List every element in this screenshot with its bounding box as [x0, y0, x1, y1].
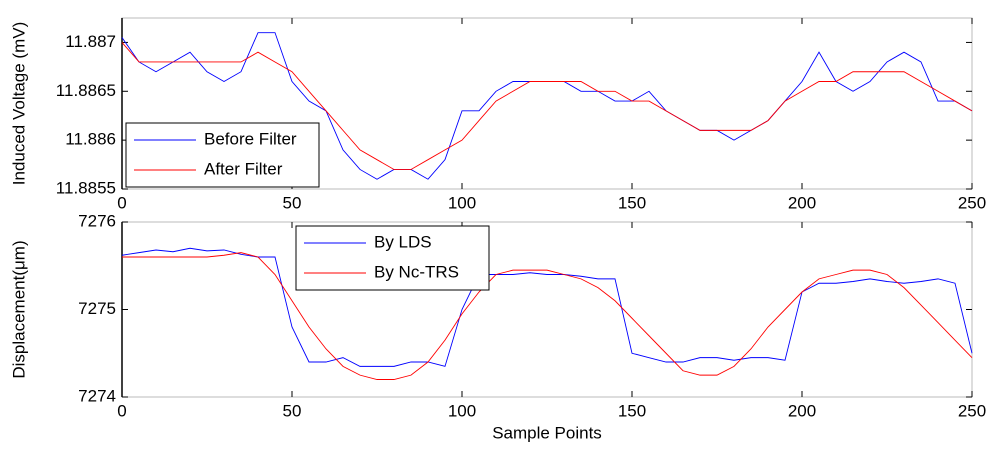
y-tick-label: 11.8865 — [56, 81, 116, 100]
data-line — [121, 247, 973, 367]
y-tick-label: 7276 — [78, 211, 116, 230]
x-tick-label: 50 — [283, 193, 302, 212]
legend-label: After Filter — [204, 159, 283, 178]
legend-label: By LDS — [374, 232, 432, 251]
y-axis-label: Induced Voltage (mV) — [9, 22, 28, 185]
y-tick-label: 11.8855 — [56, 178, 116, 197]
y-axis-label: Displacement(μm) — [9, 240, 28, 378]
x-tick-label: 250 — [958, 401, 986, 420]
x-tick-label: 150 — [618, 193, 646, 212]
data-line — [121, 42, 973, 170]
legend: By LDS By Nc-TRS — [295, 225, 490, 291]
x-tick-label: 0 — [117, 193, 126, 212]
x-tick-label: 250 — [958, 193, 986, 212]
x-tick-label: 150 — [618, 401, 646, 420]
x-tick-label: 200 — [788, 401, 816, 420]
legend-box — [295, 225, 490, 291]
x-tick-label: 0 — [117, 401, 126, 420]
legend-label: By Nc-TRS — [374, 262, 459, 281]
y-tick-label: 11.887 — [65, 32, 116, 51]
x-tick-label: 100 — [448, 193, 476, 212]
x-tick-label: 100 — [448, 401, 476, 420]
data-line — [122, 252, 973, 380]
y-tick-label: 11.886 — [65, 130, 116, 149]
legend-box — [125, 122, 320, 188]
legend-label: Before Filter — [204, 129, 297, 148]
x-tick-label: 50 — [283, 401, 302, 420]
y-tick-label: 7275 — [78, 299, 116, 318]
x-tick-label: 200 — [788, 193, 816, 212]
legend: Before Filter After Filter — [125, 122, 320, 188]
x-axis-label: Sample Points — [492, 423, 602, 442]
y-tick-label: 7274 — [78, 386, 116, 405]
